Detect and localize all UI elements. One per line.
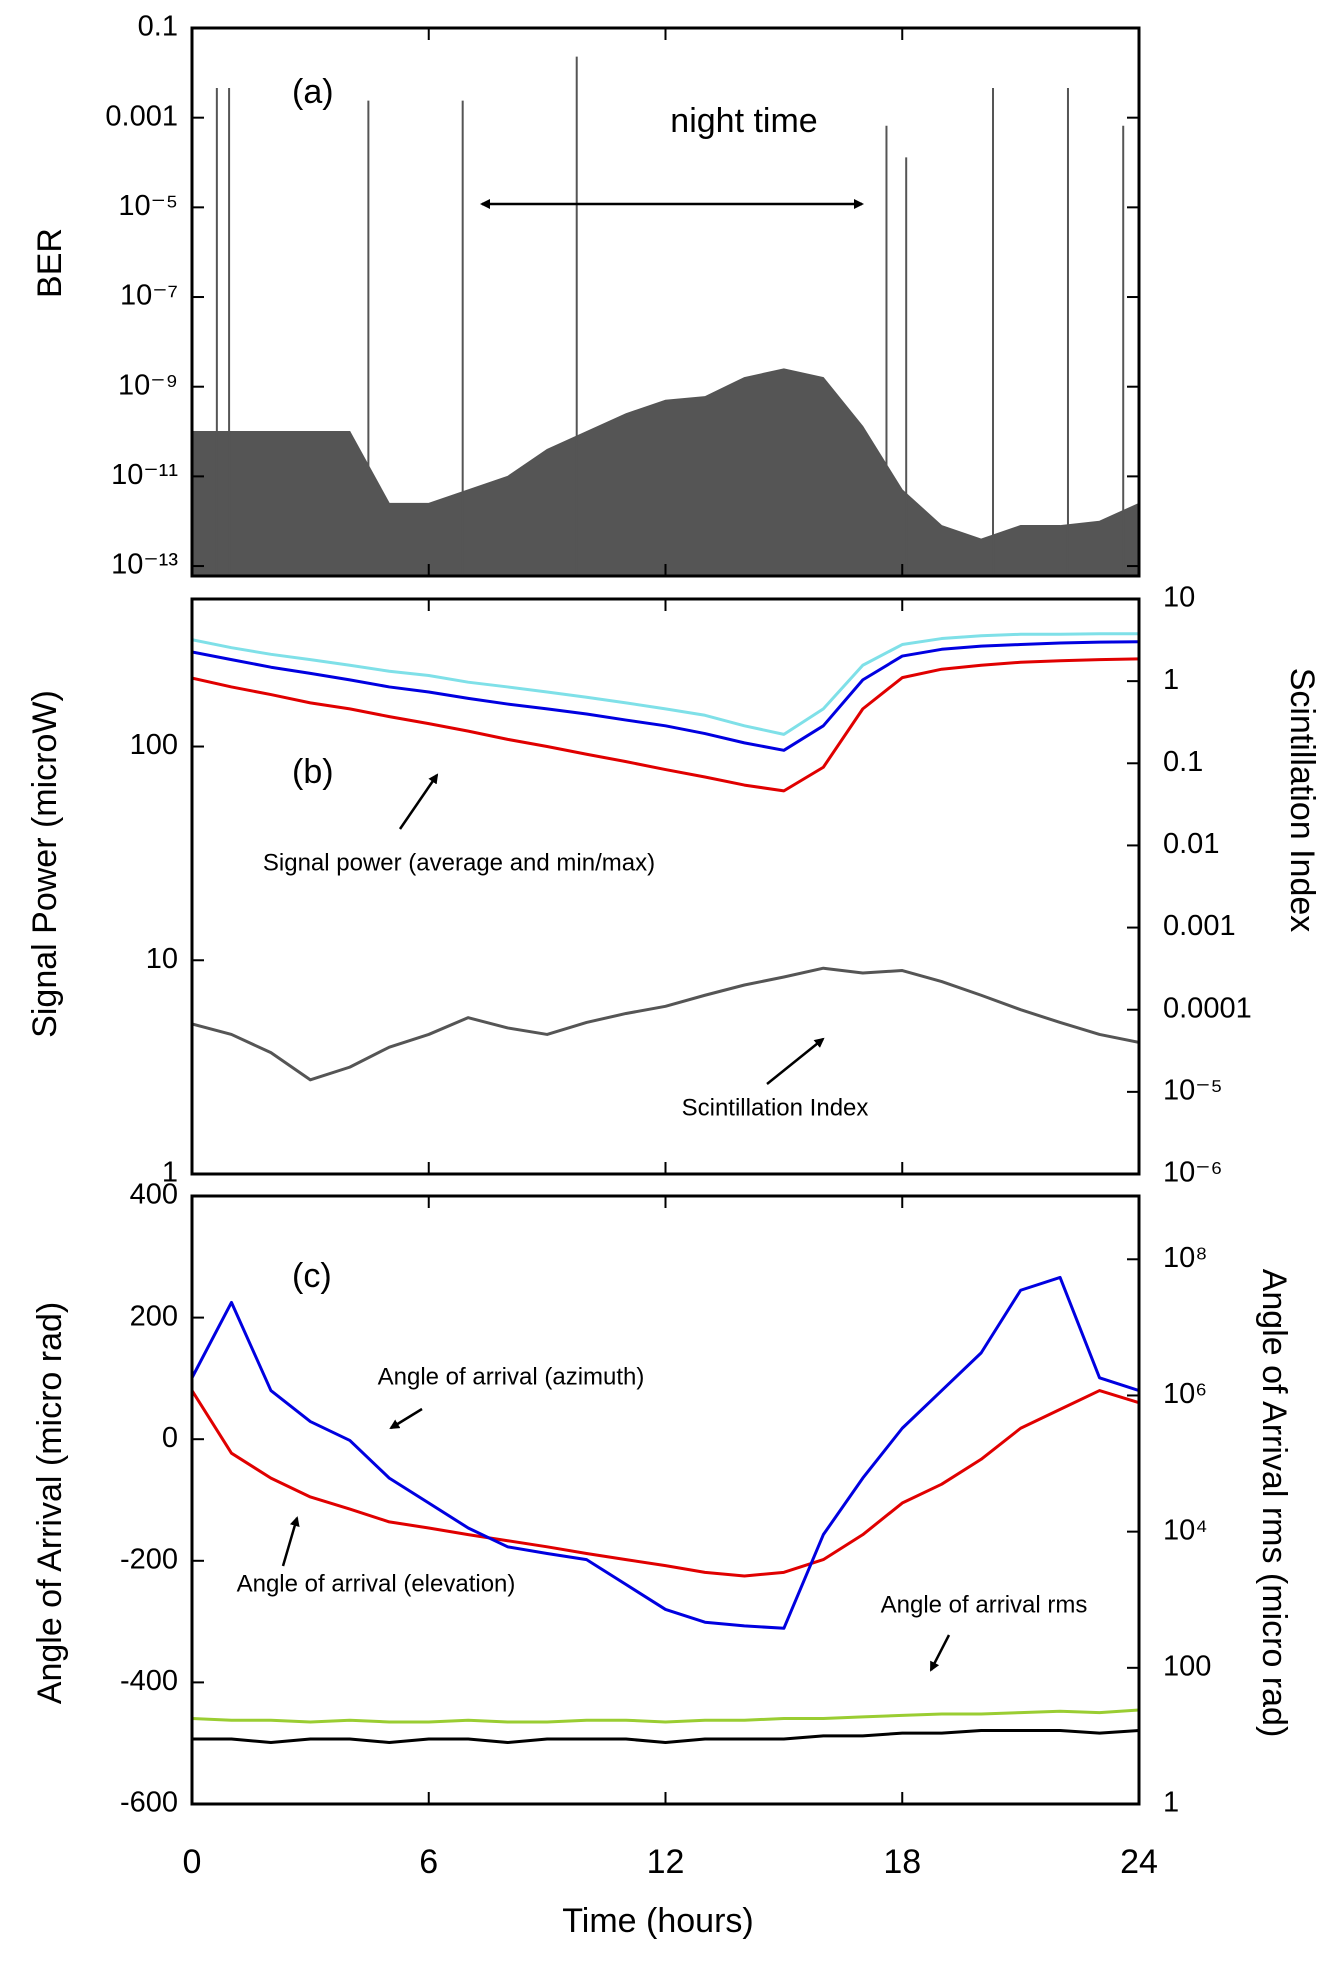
y2-tick-label: 0.01 bbox=[1163, 828, 1219, 860]
x-tick-label: 24 bbox=[1120, 1843, 1158, 1881]
y2-tick-label: 10⁸ bbox=[1163, 1242, 1208, 1274]
plot-area bbox=[192, 56, 1139, 576]
y-tick-label: -400 bbox=[120, 1665, 178, 1697]
series-line bbox=[192, 1729, 1139, 1745]
y2-tick-label: 10⁻⁵ bbox=[1163, 1075, 1223, 1107]
arrow bbox=[389, 1407, 423, 1430]
ber-area bbox=[192, 368, 1139, 576]
x-tick-label: 12 bbox=[647, 1843, 685, 1881]
y2-axis-title: Scintillation Index bbox=[1283, 668, 1321, 933]
y-tick-label: 200 bbox=[130, 1300, 178, 1332]
y2-tick-label: 1 bbox=[1163, 1787, 1179, 1819]
y2-axis-title: Angle of Arrival rms (micro rad) bbox=[1255, 1269, 1293, 1738]
panel-label: (b) bbox=[292, 753, 334, 791]
series-line bbox=[192, 1389, 1139, 1578]
arrow bbox=[929, 1634, 951, 1672]
y-tick-label: 100 bbox=[130, 729, 178, 761]
series-line bbox=[192, 1275, 1139, 1630]
y-tick-label: 1 bbox=[162, 1157, 178, 1189]
annotation: Angle of arrival (elevation) bbox=[237, 1570, 516, 1597]
y-tick-label: 10⁻¹³ bbox=[111, 549, 178, 581]
x-tick-label: 6 bbox=[419, 1843, 438, 1881]
series-line bbox=[192, 640, 1139, 752]
y-tick-label: 10⁻⁷ bbox=[120, 280, 178, 312]
panel-label: (a) bbox=[292, 73, 334, 111]
x-axis-title: Time (hours) bbox=[562, 1902, 753, 1940]
panel-label: (c) bbox=[292, 1257, 332, 1295]
annotation: Angle of arrival rms bbox=[881, 1591, 1088, 1618]
plot-area bbox=[192, 632, 1139, 1082]
y2-tick-label: 10⁴ bbox=[1163, 1514, 1208, 1546]
annotation: Scintillation Index bbox=[682, 1094, 869, 1121]
y-tick-label: 10⁻⁹ bbox=[118, 369, 178, 401]
arrow bbox=[281, 1516, 300, 1567]
series-line bbox=[192, 1708, 1139, 1724]
y-tick-label: 10⁻⁵ bbox=[118, 190, 178, 222]
y2-tick-label: 10⁻⁶ bbox=[1163, 1157, 1223, 1189]
y2-tick-label: 100 bbox=[1163, 1650, 1211, 1682]
y2-tick-label: 10 bbox=[1163, 582, 1195, 614]
y-tick-label: 10 bbox=[146, 943, 178, 975]
annotation: night time bbox=[670, 102, 817, 140]
y-tick-label: 0.1 bbox=[138, 11, 178, 43]
annotation: Angle of arrival (azimuth) bbox=[378, 1363, 645, 1390]
y-tick-label: -600 bbox=[120, 1787, 178, 1819]
annotation: Signal power (average and min/max) bbox=[263, 849, 655, 876]
y2-tick-label: 1 bbox=[1163, 664, 1179, 696]
plot-frame bbox=[190, 597, 1141, 1176]
y2-tick-label: 0.1 bbox=[1163, 746, 1203, 778]
y2-tick-label: 10⁶ bbox=[1163, 1378, 1207, 1410]
plot-area bbox=[192, 1275, 1139, 1745]
x-tick-label: 0 bbox=[183, 1843, 202, 1881]
y2-tick-label: 0.001 bbox=[1163, 910, 1236, 942]
y-tick-label: 0 bbox=[162, 1422, 178, 1454]
series-line bbox=[192, 966, 1139, 1082]
y-axis-title: Signal Power (microW) bbox=[26, 690, 64, 1038]
y-axis-title: Angle of Arrival (micro rad) bbox=[31, 1302, 69, 1704]
y-tick-label: 400 bbox=[130, 1179, 178, 1211]
series-line bbox=[192, 632, 1139, 736]
y2-tick-label: 0.0001 bbox=[1163, 992, 1252, 1024]
arrow bbox=[398, 773, 439, 830]
y-tick-label: 10⁻¹¹ bbox=[111, 459, 178, 491]
y-axis-title: BER bbox=[31, 228, 69, 298]
y-tick-label: -200 bbox=[120, 1543, 178, 1575]
x-tick-label: 18 bbox=[883, 1843, 921, 1881]
arrow bbox=[766, 1037, 825, 1085]
series-line bbox=[192, 657, 1139, 793]
y-tick-label: 0.001 bbox=[105, 100, 178, 132]
